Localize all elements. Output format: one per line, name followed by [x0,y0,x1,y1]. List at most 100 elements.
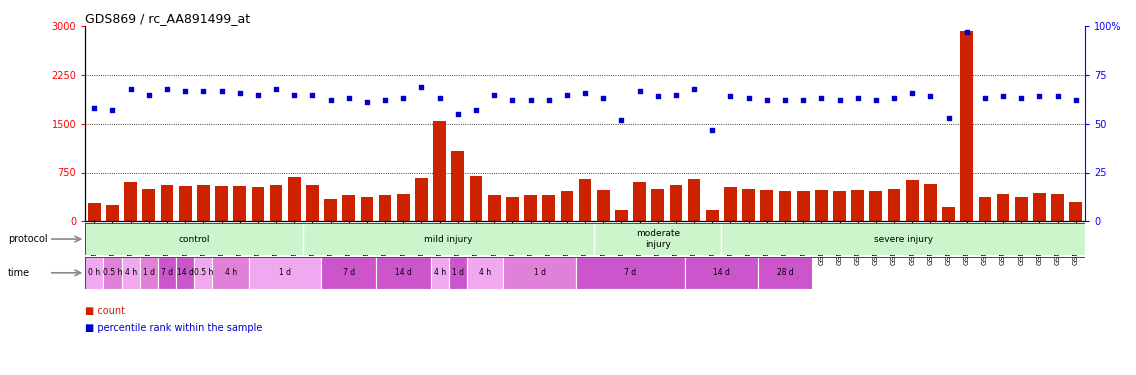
Bar [542,195,556,221]
Bar [705,210,719,221]
Point [576,90,594,96]
Bar [978,196,992,221]
Bar [503,257,576,289]
Bar [869,191,883,221]
Point [1067,98,1085,104]
Text: 7 d: 7 d [343,268,354,278]
Point [485,92,503,98]
Text: 0.5 h: 0.5 h [193,268,214,278]
Bar [249,257,321,289]
Bar [487,195,501,221]
Bar [342,195,356,221]
Bar [160,185,174,221]
Bar [469,176,483,221]
Bar [321,257,376,289]
Bar [415,178,428,221]
Point [212,88,231,94]
Point [103,107,122,113]
Bar [451,151,465,221]
Text: protocol: protocol [8,234,48,244]
Bar [815,190,828,221]
Point [994,93,1012,99]
Bar [596,190,610,221]
Bar [176,257,194,289]
Bar [396,194,410,221]
Text: 4 h: 4 h [125,268,136,278]
Bar [651,189,665,221]
Bar [687,179,701,221]
Bar [287,177,301,221]
Text: 1 d: 1 d [534,268,545,278]
Bar [85,257,103,289]
Point [867,98,885,104]
Bar [142,189,156,221]
Point [303,92,321,98]
Point [903,90,921,96]
Bar [506,196,519,221]
Bar [124,182,137,221]
Point [231,90,249,96]
Point [540,98,558,104]
Bar [833,191,846,221]
Bar [467,257,503,289]
Point [849,95,867,101]
Text: control: control [178,235,210,244]
Bar [742,189,755,221]
Bar [669,185,683,221]
Point [939,115,958,121]
Bar [560,191,574,221]
Point [740,95,758,101]
Point [958,29,976,35]
Bar [721,223,1085,255]
Bar [87,203,101,221]
Text: 1 d: 1 d [279,268,291,278]
Point [594,95,612,101]
Bar [796,191,810,221]
Bar [524,195,537,221]
Point [176,88,194,94]
Bar [758,257,812,289]
Bar [122,257,140,289]
Point [612,117,630,123]
Text: 4 h: 4 h [225,268,236,278]
Point [1030,93,1049,99]
Bar [251,187,265,221]
Point [503,98,521,104]
Bar [576,257,685,289]
Point [267,86,285,92]
Bar [685,257,758,289]
Bar [197,185,210,221]
Bar [103,257,122,289]
Bar [778,191,792,221]
Point [794,98,812,104]
Text: 14 d: 14 d [395,268,411,278]
Bar [215,186,228,221]
Point [885,95,903,101]
Bar [960,32,974,221]
Bar [431,257,449,289]
Bar [924,184,937,221]
Point [521,98,540,104]
Point [340,95,358,101]
Bar [578,179,592,221]
Bar [633,182,646,221]
Text: 1 d: 1 d [143,268,154,278]
Point [667,92,685,98]
Point [358,99,376,105]
Point [685,86,703,92]
Bar [615,210,628,221]
Point [449,111,467,117]
Text: 14 d: 14 d [177,268,193,278]
Point [194,88,212,94]
Point [376,98,394,104]
Point [85,105,103,111]
Bar [942,207,955,221]
Point [830,98,849,104]
Bar [106,205,119,221]
Bar [1033,193,1046,221]
Text: 7 d: 7 d [161,268,173,278]
Point [140,92,158,98]
Point [122,86,140,92]
Text: severe injury: severe injury [874,235,933,244]
Bar [378,195,392,221]
